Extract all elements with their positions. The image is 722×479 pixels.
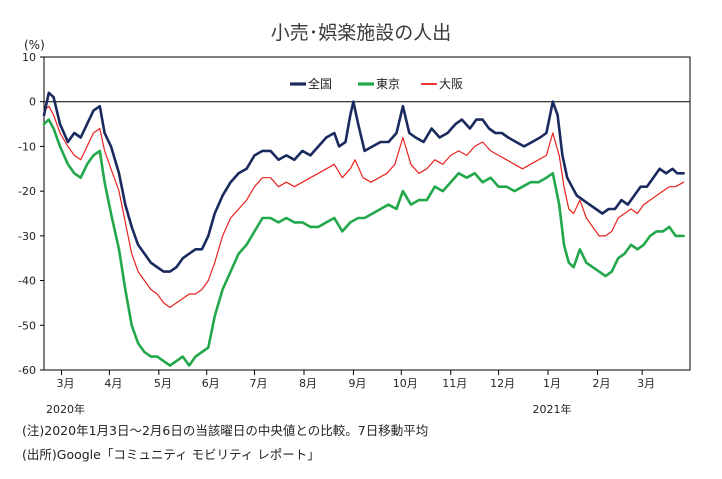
x-tick-label: 3月: [637, 377, 655, 390]
y-tick-label: -10: [18, 140, 36, 153]
chart-legend: 全国 東京 大阪: [290, 76, 463, 91]
x-tick-label: 2月: [592, 377, 610, 390]
y-tick-label: 10: [22, 51, 36, 64]
y-axis-unit: (%): [24, 38, 45, 52]
y-tick-label: -60: [18, 364, 36, 377]
series-line: [42, 91, 685, 273]
comparison-note: (注)2020年1月3日～2月6日の当該曜日の中央値との比較。7日移動平均: [22, 423, 429, 438]
y-tick-label: -30: [18, 230, 36, 243]
y-tick-label: 0: [29, 96, 36, 109]
x-tick-label: 12月: [490, 377, 515, 390]
series-line: [43, 105, 685, 308]
x-tick-label: 5月: [154, 377, 172, 390]
year-label: 2020年: [46, 402, 85, 416]
legend-label: 全国: [308, 76, 332, 91]
x-tick-label: 11月: [442, 377, 467, 390]
year-label: 2021年: [533, 402, 572, 416]
chart-title: 小売･娯楽施設の人出: [271, 22, 452, 44]
x-tick-label: 7月: [250, 377, 268, 390]
series-line: [42, 118, 685, 367]
y-tick-label: -50: [18, 319, 36, 332]
source-note: (出所)Google「コミュニティ モビリティ レポート」: [22, 447, 320, 462]
legend-label: 東京: [376, 77, 400, 91]
y-tick-label: -20: [18, 185, 36, 198]
plot-area: 10 0 -10 -20 -30 -40 -50 -60 3月 4月 5月 6月 7月 8月 9月 10月 11…: [18, 51, 691, 416]
y-tick-label: -40: [18, 275, 36, 288]
x-tick-label: 4月: [104, 377, 122, 390]
x-tick-label: 6月: [202, 377, 220, 390]
x-tick-label: 1月: [543, 377, 561, 390]
plot-frame: [43, 56, 691, 371]
x-tick-label: 10月: [393, 377, 418, 390]
legend-label: 大阪: [439, 77, 463, 91]
x-tick-label: 8月: [299, 377, 317, 390]
x-tick-label: 3月: [57, 377, 75, 390]
x-tick-label: 9月: [348, 377, 366, 390]
